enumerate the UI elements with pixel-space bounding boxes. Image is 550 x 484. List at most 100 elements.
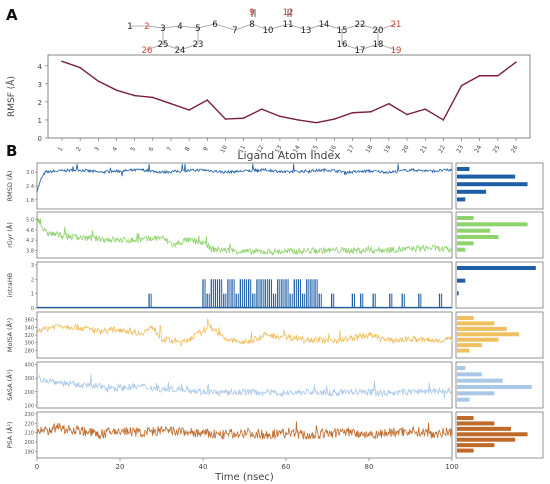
hist-bar xyxy=(457,182,528,187)
hist-bar xyxy=(457,174,516,179)
bond xyxy=(377,23,397,31)
hist-bar xyxy=(457,391,495,396)
series-panel: 190 200 210 220 230 PSA (Å²) xyxy=(5,411,544,459)
x-tick-label: 8 xyxy=(184,146,192,153)
hist-frame xyxy=(455,411,544,459)
hist-bar xyxy=(457,332,520,337)
series-line xyxy=(36,217,453,257)
y-tick-label: 190 xyxy=(24,449,34,455)
atom-label: 13 xyxy=(301,26,312,36)
hist-bar xyxy=(457,337,499,342)
y-tick-label: 400 xyxy=(24,363,34,369)
y-tick-label: 2.4 xyxy=(26,184,34,190)
rmsf-point xyxy=(170,102,172,105)
y-axis-label: PSA (Å²) xyxy=(5,422,14,449)
hist-bar xyxy=(457,421,495,426)
hist-bar xyxy=(457,366,466,370)
hist-bar xyxy=(457,247,466,252)
bond xyxy=(197,23,216,29)
x-tick-label: 2 xyxy=(75,146,83,153)
panel-label-b: B xyxy=(6,142,17,160)
atom-label: 20 xyxy=(373,26,384,36)
hist-bar xyxy=(457,316,474,320)
x-tick-label: 16 xyxy=(328,144,338,154)
x-tick-label: 21 xyxy=(419,144,429,154)
y-tick-label: 340 xyxy=(24,325,34,331)
y-tick-label: 220 xyxy=(24,421,34,427)
atom-label: 12 xyxy=(283,8,294,18)
rmsf-point xyxy=(424,108,427,110)
hist-bar xyxy=(457,222,528,227)
x-tick-label: 6 xyxy=(148,146,156,153)
rmsf-point xyxy=(242,117,245,119)
series-line xyxy=(36,421,453,440)
atom-label: 5 xyxy=(195,24,200,34)
y-tick-label: 230 xyxy=(24,412,34,418)
plot-frame xyxy=(36,411,453,459)
series-panel: 3.8 4.2 4.6 5.0 rGyr (Å) xyxy=(5,211,544,259)
y-tick-label: 200 xyxy=(24,440,34,446)
bond xyxy=(359,43,379,51)
hist-bar xyxy=(457,291,459,296)
rmsf-point xyxy=(351,111,354,114)
hist-bar xyxy=(457,266,536,270)
x-tick-label: 12 xyxy=(256,144,266,154)
x-tick-label: 0 xyxy=(35,463,39,471)
x-tick-label: 5 xyxy=(129,146,137,153)
atom-label: 17 xyxy=(355,46,366,56)
atom-label: 26 xyxy=(142,46,153,56)
bond xyxy=(377,43,397,51)
y-tick-label: 0 xyxy=(31,306,34,312)
atom-label: 23 xyxy=(193,40,204,50)
y-axis-label: rGyr (Å) xyxy=(5,222,14,248)
y-tick-label: 1.8 xyxy=(26,198,34,204)
y-tick-label: 280 xyxy=(24,348,34,354)
atom-label: 7 xyxy=(232,26,237,36)
rmsf-point xyxy=(442,119,445,121)
rmsf-point xyxy=(224,118,227,120)
x-tick-label: 18 xyxy=(364,144,374,154)
bond xyxy=(162,25,181,29)
y-tick-label: 1 xyxy=(31,292,34,298)
atom-label: 14 xyxy=(319,20,330,30)
x-tick-label: 13 xyxy=(274,144,284,154)
atom-label: 15 xyxy=(337,26,348,36)
x-axis-label: Ligand Atom Index xyxy=(237,149,341,162)
hist-bar xyxy=(457,372,482,377)
rmsf-point xyxy=(369,111,372,113)
bond xyxy=(359,23,379,31)
rmsf-point xyxy=(388,102,390,105)
hist-bar xyxy=(457,397,470,402)
bond xyxy=(323,23,343,31)
bond xyxy=(179,25,199,29)
bond xyxy=(179,43,199,51)
hist-bar xyxy=(457,443,495,448)
x-tick-label: 14 xyxy=(292,144,302,154)
y-tick-label: 210 xyxy=(24,431,34,437)
atom-label: 10 xyxy=(263,26,274,36)
y-tick-label: 2 xyxy=(38,99,42,107)
rmsf-point xyxy=(260,108,263,110)
hist-bar xyxy=(457,385,532,389)
x-tick-label: 10 xyxy=(219,144,229,154)
atom-label: 6 xyxy=(212,20,217,30)
bond xyxy=(341,23,361,31)
hist-frame xyxy=(455,311,544,359)
rmsf-point xyxy=(497,74,499,77)
hist-bar xyxy=(457,197,466,202)
rmsf-point xyxy=(97,80,100,82)
y-axis-label: RMSF (Å) xyxy=(5,76,17,117)
rmsf-point xyxy=(115,89,118,91)
series-line xyxy=(36,374,453,399)
atom-label: 1 xyxy=(127,22,132,32)
hist-frame xyxy=(455,162,544,210)
bond xyxy=(146,25,164,29)
y-tick-label: 1 xyxy=(38,117,42,125)
y-axis-label: SASA (Å²) xyxy=(5,369,14,401)
x-tick-label: 9 xyxy=(202,146,210,153)
atom-label: 18 xyxy=(373,40,384,50)
y-axis-label: intraHB xyxy=(6,273,14,297)
x-tick-label: 17 xyxy=(346,144,356,154)
